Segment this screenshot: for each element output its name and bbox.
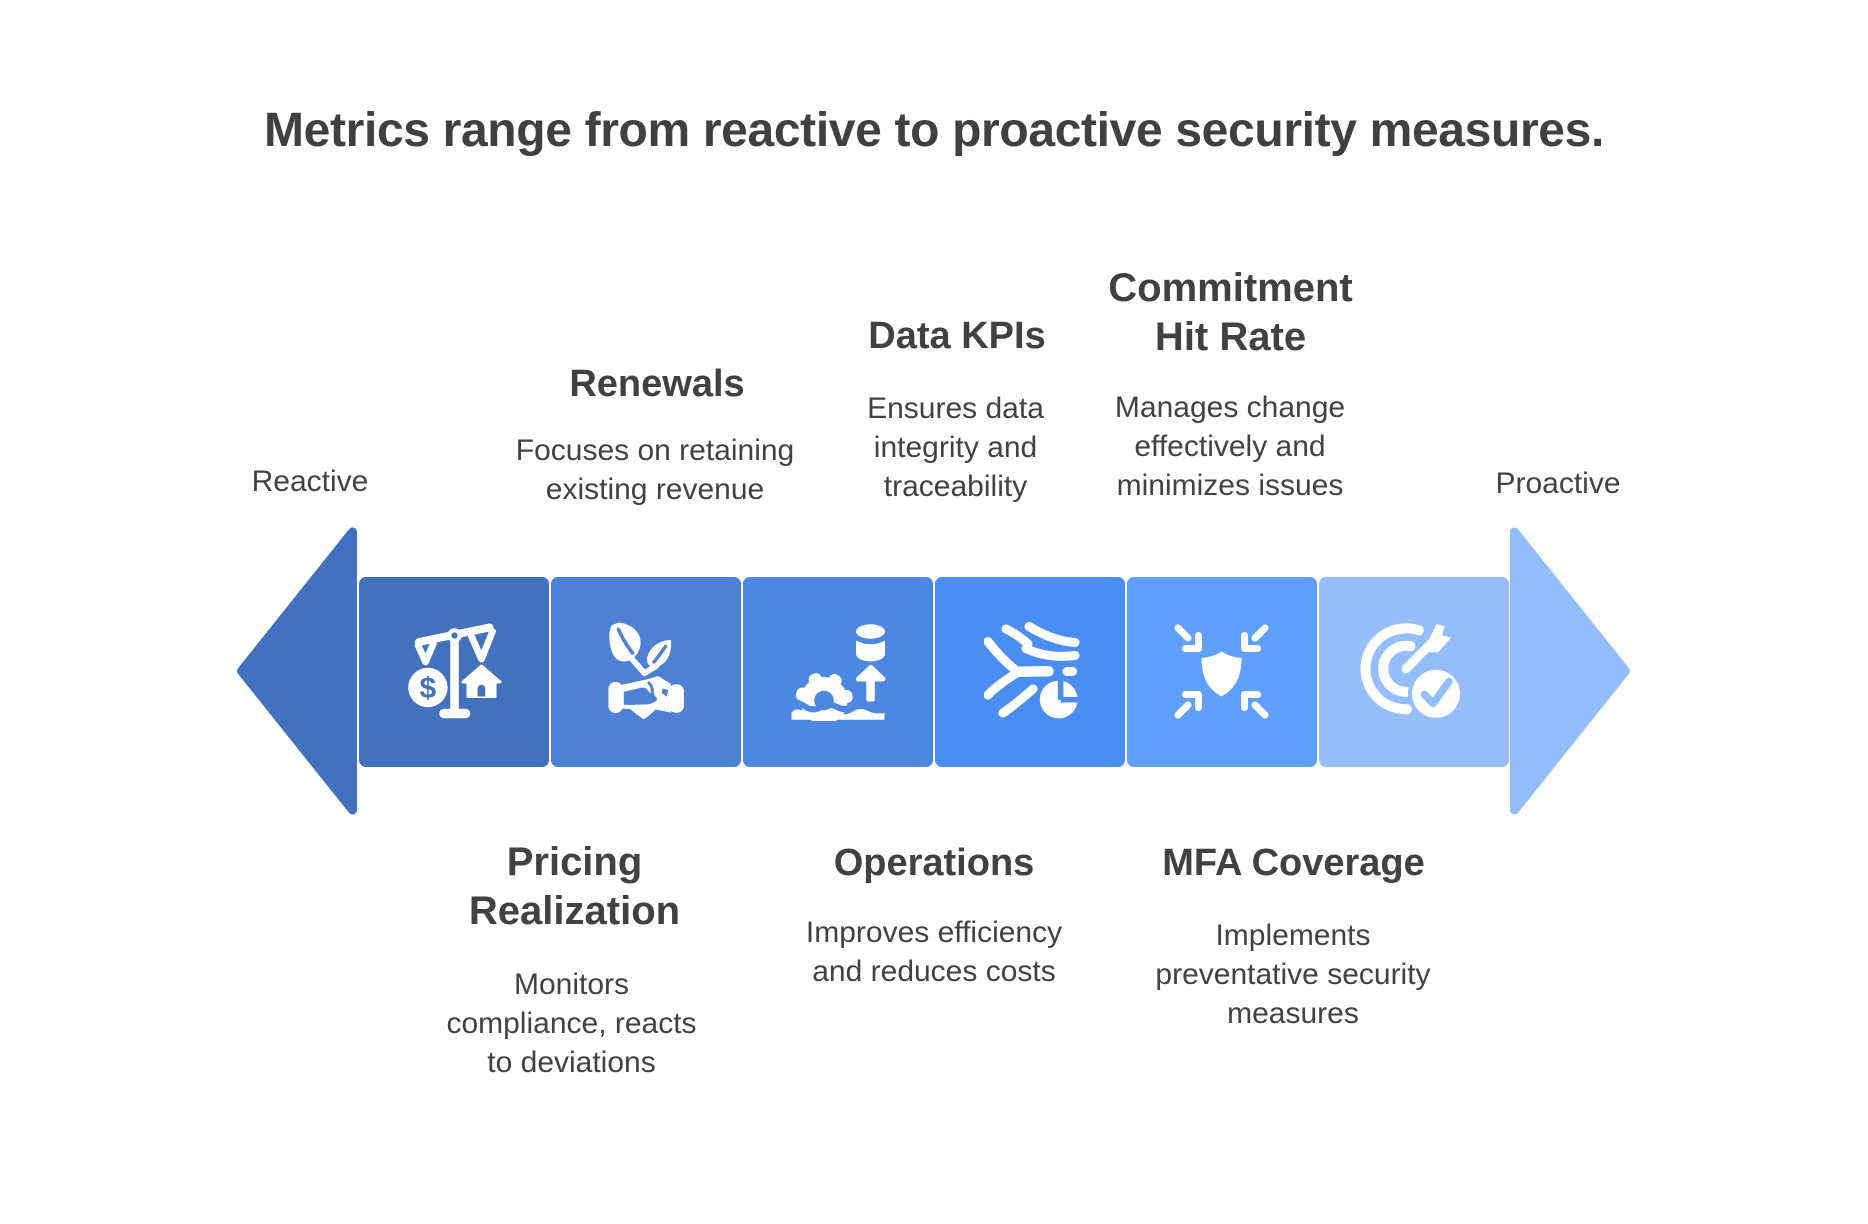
svg-text:$: $ bbox=[420, 672, 437, 705]
